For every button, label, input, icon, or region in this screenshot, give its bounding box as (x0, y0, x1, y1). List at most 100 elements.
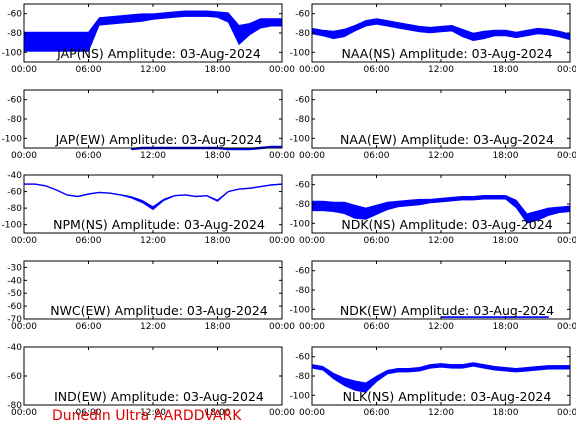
panel-title: JAP(NS) Amplitude: 03-Aug-2024 (56, 46, 261, 61)
y-tick-label: -60 (295, 96, 310, 106)
y-tick-label: -60 (295, 181, 310, 191)
x-tick-label: 00:00 (299, 236, 325, 246)
x-tick-label: 12:00 (428, 322, 454, 332)
x-tick-label: 00:00 (269, 408, 295, 418)
y-tick-label: -60 (7, 302, 22, 312)
x-tick-label: 18:00 (493, 236, 519, 246)
x-tick-label: 06:00 (364, 151, 390, 161)
panel-naa-ns: 00:00 06:00 12:00 18:00 00:00 -60 -80 -100 NAA(N… (290, 3, 576, 75)
x-tick-label: 06:00 (76, 322, 102, 332)
x-tick-label: 00:00 (269, 236, 295, 246)
x-tick-label: 00:00 (269, 322, 295, 332)
y-tick-label: -80 (7, 29, 22, 39)
x-tick-label: 18:00 (205, 65, 231, 75)
y-tick-label: -80 (295, 372, 310, 382)
panel-title: NDK(NS) Amplitude: 03-Aug-2024 (341, 217, 552, 232)
y-tick-label: -60 (295, 353, 310, 363)
y-tick-label: -50 (7, 289, 22, 299)
x-tick-label: 12:00 (428, 236, 454, 246)
panel-title: NAA(NS) Amplitude: 03-Aug-2024 (342, 46, 553, 61)
x-tick-label: 18:00 (493, 322, 519, 332)
x-tick-label: 00:00 (269, 151, 295, 161)
panel-nwc-ew: 00:00 06:00 12:00 18:00 00:00 -30 -40 -50 -60 -70… (7, 260, 295, 332)
y-tick-label: -100 (290, 391, 311, 401)
panel-title: NDK(EW) Amplitude: 03-Aug-2024 (340, 303, 554, 318)
panel-jap-ns: 00:00 06:00 12:00 18:00 00:00 -60 -80 -100 JAP(N… (2, 3, 295, 75)
y-tick-label: -40 (7, 343, 22, 353)
x-tick-label: 12:00 (140, 236, 166, 246)
x-tick-label: 12:00 (140, 151, 166, 161)
panel-title: IND(EW) Amplitude: 03-Aug-2024 (54, 389, 264, 404)
panel-ind-ew: 00:00 06:00 12:00 18:00 00:00 -40 -60 -80 IND(EW… (7, 343, 295, 418)
x-tick-label: 18:00 (205, 151, 231, 161)
x-tick-label: 18:00 (493, 408, 519, 418)
y-tick-label: -30 (7, 263, 22, 273)
y-tick-label: -100 (2, 48, 23, 58)
x-tick-label: 12:00 (428, 65, 454, 75)
series-line-nlk-ns (311, 363, 570, 389)
y-tick-label: -60 (7, 372, 22, 382)
y-tick-label: -60 (7, 188, 22, 198)
x-tick-label: 18:00 (205, 236, 231, 246)
y-tick-label: -100 (290, 134, 311, 144)
series-line-npm-ns (24, 183, 283, 209)
x-tick-label: 00:00 (11, 151, 37, 161)
panel-title: JAP(EW) Amplitude: 03-Aug-2024 (55, 132, 263, 147)
y-tick-label: -60 (7, 96, 22, 106)
x-tick-label: 06:00 (364, 65, 390, 75)
y-tick-label: -100 (2, 134, 23, 144)
panel-nlk-ns: 00:00 06:00 12:00 18:00 00:00 -60 -80 -100 NLK(N… (290, 346, 576, 418)
y-tick-label: -80 (295, 115, 310, 125)
y-tick-label: -80 (7, 115, 22, 125)
footer-label: Dunedin Ultra AARDDVARK (52, 408, 242, 424)
y-tick-label: -60 (295, 267, 310, 277)
x-tick-label: 06:00 (76, 65, 102, 75)
x-tick-label: 12:00 (140, 322, 166, 332)
x-tick-label: 00:00 (269, 65, 295, 75)
x-tick-label: 00:00 (557, 65, 576, 75)
x-tick-label: 12:00 (428, 151, 454, 161)
y-tick-label: -80 (295, 286, 310, 296)
series-band-npm-ns (23, 183, 283, 211)
panel-jap-ew: 00:00 06:00 12:00 18:00 00:00 -60 -80 -100 JAP(E… (2, 89, 295, 161)
y-tick-label: -40 (7, 276, 22, 286)
y-tick-label: -60 (7, 10, 22, 20)
y-tick-label: -60 (295, 10, 310, 20)
panel-title: NWC(EW) Amplitude: 03-Aug-2024 (50, 303, 268, 318)
panel-title: NPM(NS) Amplitude: 03-Aug-2024 (53, 217, 265, 232)
y-tick-label: -80 (295, 29, 310, 39)
series-line-naa-ns (311, 20, 571, 38)
y-tick-label: -100 (290, 219, 311, 229)
x-tick-label: 18:00 (493, 151, 519, 161)
x-tick-label: 00:00 (557, 236, 576, 246)
x-tick-label: 00:00 (299, 408, 325, 418)
x-tick-label: 06:00 (76, 151, 102, 161)
series-line-ndk-ns (312, 196, 571, 220)
x-tick-label: 00:00 (11, 322, 37, 332)
panel-ndk-ns: 00:00 06:00 12:00 18:00 00:00 -60 -80 -100 NDK(N… (290, 174, 576, 246)
x-tick-label: 06:00 (76, 236, 102, 246)
y-tick-label: -80 (7, 401, 22, 411)
x-tick-label: 18:00 (205, 408, 231, 418)
panel-title: NLK(NS) Amplitude: 03-Aug-2024 (343, 389, 552, 404)
x-tick-label: 12:00 (428, 408, 454, 418)
x-tick-label: 12:00 (140, 65, 166, 75)
x-tick-label: 00:00 (557, 151, 576, 161)
y-tick-label: -100 (290, 48, 311, 58)
series-band-nlk-ns (311, 362, 571, 393)
panel-title: NAA(EW) Amplitude: 03-Aug-2024 (340, 132, 554, 147)
x-tick-label: 00:00 (299, 65, 325, 75)
y-tick-label: -70 (7, 315, 22, 325)
y-tick-label: -80 (7, 204, 22, 214)
x-tick-label: 06:00 (76, 408, 102, 418)
panel-naa-ew: 00:00 06:00 12:00 18:00 00:00 -60 -80 -100 NAA(E… (290, 89, 576, 161)
x-tick-label: 18:00 (493, 65, 519, 75)
x-tick-label: 18:00 (205, 322, 231, 332)
x-tick-label: 00:00 (557, 408, 576, 418)
x-tick-label: 06:00 (364, 236, 390, 246)
x-tick-label: 00:00 (299, 322, 325, 332)
panel-ndk-ew: 00:00 06:00 12:00 18:00 00:00 -60 -80 -100 NDK(E… (290, 260, 576, 332)
x-tick-label: 12:00 (140, 408, 166, 418)
x-tick-label: 00:00 (11, 236, 37, 246)
